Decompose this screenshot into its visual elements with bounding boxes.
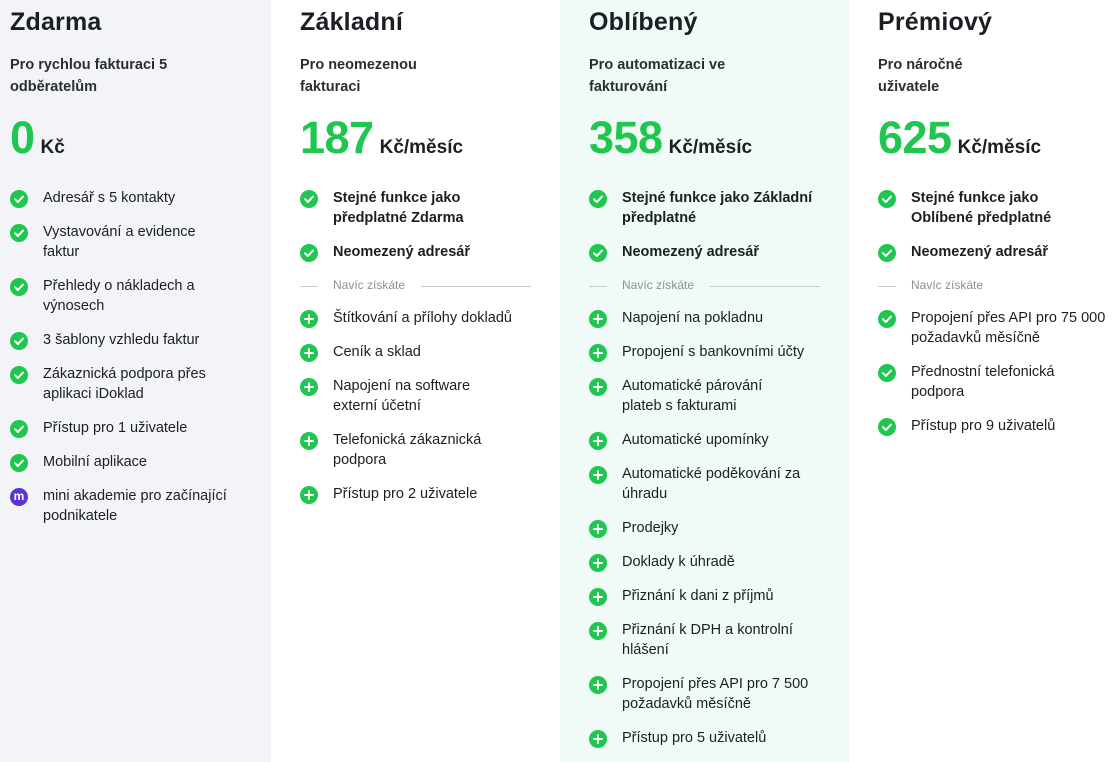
feature-item: Automatické poděkování za úhradu	[589, 464, 829, 504]
mini-akademie-icon: m	[10, 488, 28, 506]
feature-item: Přístup pro 9 uživatelů	[878, 416, 1109, 436]
feature-item: Přístup pro 5 uživatelů	[589, 728, 839, 748]
plan-subtitle: Pro náročné uživatele	[878, 57, 963, 95]
check-icon	[10, 366, 28, 384]
feature-item: Prodejky	[589, 518, 839, 538]
extras-divider: Navíc získáte	[878, 276, 1109, 296]
check-icon	[10, 190, 28, 208]
check-icon	[10, 454, 28, 472]
extras-label: Navíc získáte	[333, 278, 406, 292]
plus-icon	[589, 378, 607, 396]
check-icon	[10, 420, 28, 438]
plan-zdarma: Zdarma Pro rychlou fakturaci 5 odběratel…	[0, 0, 271, 762]
feature-item: Neomezený adresář	[300, 242, 550, 262]
plan-title: Prémiový	[878, 8, 993, 36]
plus-icon	[589, 730, 607, 748]
plus-icon	[589, 310, 607, 328]
feature-item: Propojení přes API pro 7 500 požadavků m…	[589, 674, 829, 714]
plan-subtitle: Pro automatizaci ve fakturování	[589, 57, 726, 95]
feature-item: Doklady k úhradě	[589, 552, 839, 572]
feature-item: Neomezený adresář	[878, 242, 1109, 262]
feature-item: Přednostní telefonická podpora	[878, 362, 1078, 402]
feature-item: Mobilní aplikace	[10, 452, 261, 472]
extras-divider: Navíc získáte	[300, 276, 550, 296]
feature-item: Štítkování a přílohy dokladů	[300, 308, 550, 328]
price-amount: 358	[589, 112, 663, 163]
price-unit: Kč/měsíc	[957, 137, 1042, 158]
feature-item: Přiznání k DPH a kontrolní hlášení	[589, 620, 809, 660]
plan-subtitle: Pro rychlou fakturaci 5 odběratelům	[10, 57, 168, 95]
check-icon	[300, 244, 318, 262]
feature-item: Přehledy o nákladech a výnosech	[10, 276, 210, 316]
price-unit: Kč/měsíc	[668, 137, 753, 158]
plus-icon	[589, 554, 607, 572]
feature-item: Neomezený adresář	[589, 242, 839, 262]
check-icon	[878, 244, 896, 262]
plus-icon	[589, 432, 607, 450]
price-unit: Kč	[40, 137, 65, 158]
check-icon	[589, 190, 607, 208]
plan-title: Zdarma	[10, 8, 102, 36]
plus-icon	[300, 432, 318, 450]
extras-label: Navíc získáte	[622, 278, 695, 292]
feature-item: Automatické párování plateb s fakturami	[589, 376, 789, 416]
plan-premiovy: Prémiový Pro náročné uživatele 625 Kč/měs…	[849, 0, 1119, 762]
feature-item: Stejné funkce jako Základní předplatné	[589, 188, 829, 228]
plus-icon	[589, 588, 607, 606]
check-icon	[878, 418, 896, 436]
check-icon	[300, 190, 318, 208]
feature-item: Telefonická zákaznická podpora	[300, 430, 500, 470]
feature-item: Napojení na software externí účetní	[300, 376, 500, 416]
plan-price: 358 Kč/měsíc	[589, 112, 752, 164]
plan-title: Základní	[300, 8, 404, 36]
feature-item: Adresář s 5 kontakty	[10, 188, 261, 208]
plan-subtitle: Pro neomezenou fakturaci	[300, 57, 417, 95]
feature-item: Stejné funkce jako Oblíbené předplatné	[878, 188, 1068, 228]
price-amount: 187	[300, 112, 374, 163]
plus-icon	[589, 622, 607, 640]
check-icon	[10, 224, 28, 242]
price-unit: Kč/měsíc	[379, 137, 464, 158]
check-icon	[878, 364, 896, 382]
feature-item: Přístup pro 1 uživatele	[10, 418, 261, 438]
plus-icon	[589, 344, 607, 362]
feature-item: Propojení s bankovními účty	[589, 342, 839, 362]
check-icon	[10, 332, 28, 350]
plus-icon	[300, 378, 318, 396]
feature-item: Vystavování a evidence faktur	[10, 222, 210, 262]
feature-item: Ceník a sklad	[300, 342, 550, 362]
plus-icon	[589, 676, 607, 694]
price-amount: 0	[10, 112, 35, 163]
plus-icon	[300, 486, 318, 504]
feature-item: Stejné funkce jako předplatné Zdarma	[300, 188, 480, 228]
plan-title: Oblíbený	[589, 8, 698, 36]
price-amount: 625	[878, 112, 952, 163]
extras-divider: Navíc získáte	[589, 276, 839, 296]
check-icon	[878, 190, 896, 208]
feature-item: Přístup pro 2 uživatele	[300, 484, 550, 504]
plan-zakladni: Základní Pro neomezenou fakturaci 187 Kč/…	[271, 0, 560, 762]
feature-item: Propojení přes API pro 75 000 požadavků …	[878, 308, 1108, 348]
check-icon	[878, 310, 896, 328]
plan-oblibeny: Oblíbený Pro automatizaci ve fakturování…	[560, 0, 849, 762]
plan-price: 187 Kč/měsíc	[300, 112, 463, 164]
extras-label: Navíc získáte	[911, 278, 984, 292]
plus-icon	[589, 520, 607, 538]
plan-price: 0 Kč	[10, 112, 65, 164]
feature-item: Napojení na pokladnu	[589, 308, 839, 328]
plus-icon	[300, 310, 318, 328]
plus-icon	[589, 466, 607, 484]
check-icon	[10, 278, 28, 296]
check-icon	[589, 244, 607, 262]
feature-item: m mini akademie pro začínající podnikatel…	[10, 486, 230, 526]
feature-item: 3 šablony vzhledu faktur	[10, 330, 261, 350]
feature-item: Přiznání k dani z příjmů	[589, 586, 839, 606]
plus-icon	[300, 344, 318, 362]
feature-item: Automatické upomínky	[589, 430, 839, 450]
plan-price: 625 Kč/měsíc	[878, 112, 1041, 164]
feature-item: Zákaznická podpora přes aplikaci iDoklad	[10, 364, 220, 404]
